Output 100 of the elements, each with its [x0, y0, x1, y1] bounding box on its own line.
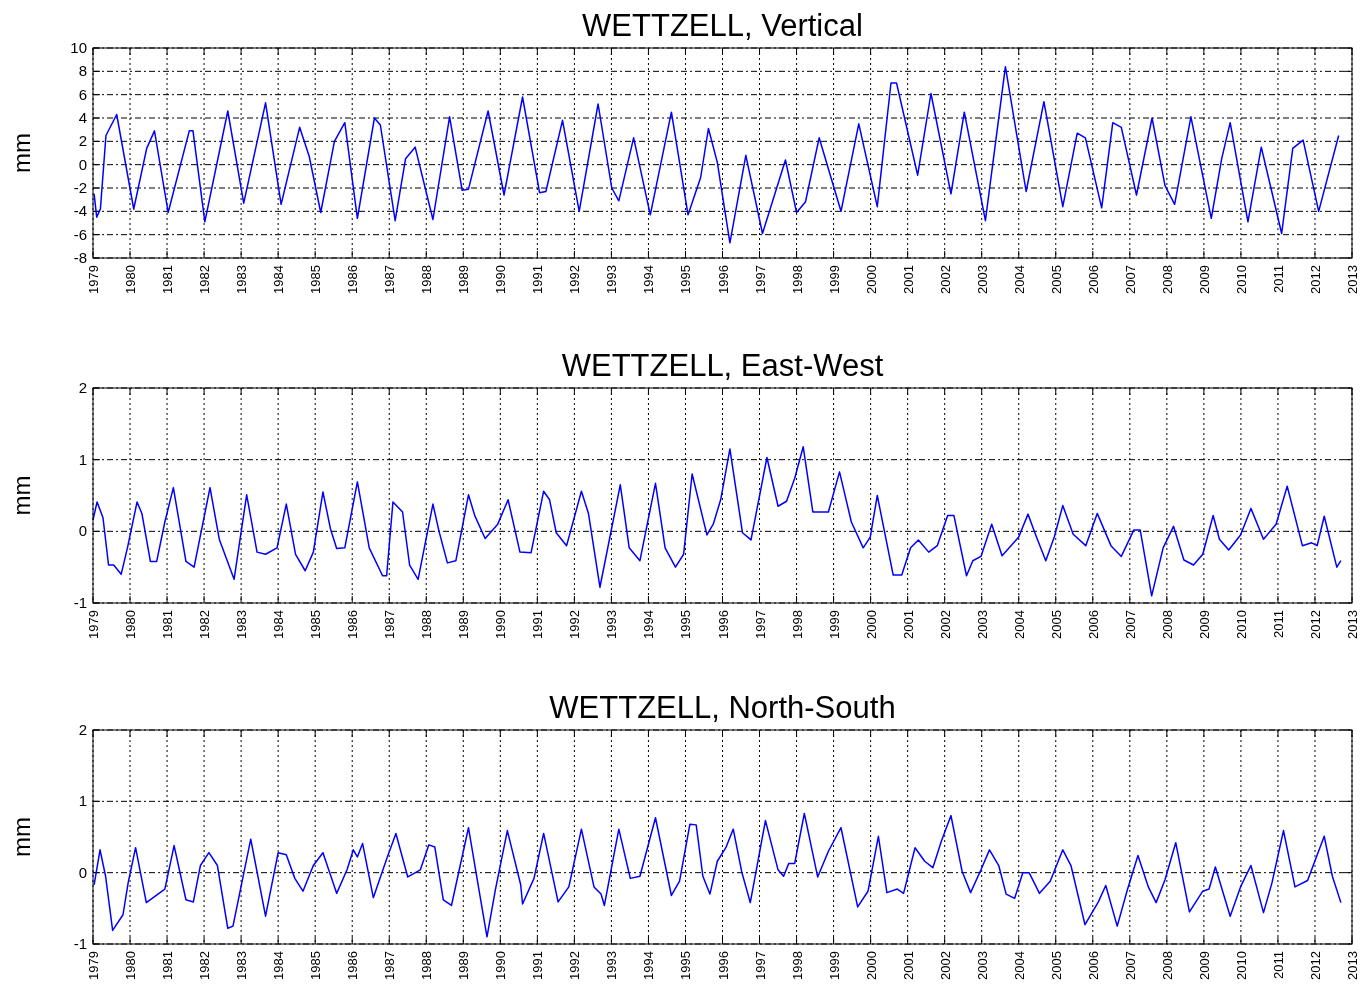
x-tick-label: 1997	[752, 951, 768, 980]
x-tick-label: 1990	[493, 951, 509, 980]
x-tick-label: 2011	[1270, 265, 1286, 293]
x-tick-label: 1984	[271, 265, 287, 294]
x-tick-label: 1993	[604, 610, 620, 639]
x-tick-label: 1996	[715, 951, 731, 980]
x-tick-label: 2002	[937, 610, 953, 639]
x-tick-label: 1995	[678, 610, 694, 639]
x-tick-label: 1981	[160, 265, 176, 294]
chart-title: WETTZELL, Vertical	[582, 8, 863, 43]
x-tick-label: 1999	[826, 610, 842, 639]
x-tick-label: 1986	[345, 610, 361, 639]
x-tick-label: 2004	[1011, 265, 1027, 294]
x-tick-label: 1982	[197, 265, 213, 294]
x-tick-label: 1996	[715, 265, 731, 294]
x-tick-label: 1988	[419, 265, 435, 294]
y-tick-label: -1	[73, 594, 87, 611]
x-tick-label: 2007	[1122, 265, 1138, 294]
x-tick-label: 2000	[863, 265, 879, 294]
x-tick-label: 1991	[530, 610, 546, 639]
x-tick-label: 1993	[604, 265, 620, 294]
x-tick-label: 1984	[271, 610, 287, 639]
x-tick-label: 1985	[308, 265, 324, 294]
x-tick-label: 1992	[567, 610, 583, 639]
x-tick-label: 1983	[234, 951, 250, 980]
y-tick-label: 4	[78, 109, 87, 126]
x-tick-label: 1987	[382, 951, 398, 980]
chart-title: WETTZELL, North-South	[549, 690, 896, 725]
x-tick-label: 1983	[234, 610, 250, 639]
x-tick-label: 1995	[678, 265, 694, 294]
x-tick-label: 1979	[86, 951, 101, 980]
x-tick-label: 2000	[863, 951, 879, 980]
y-tick-label: 2	[78, 379, 87, 396]
x-tick-label: 1982	[197, 610, 213, 639]
x-tick-label: 1995	[678, 951, 694, 980]
y-tick-label: -6	[73, 225, 87, 243]
x-tick-label: 1993	[604, 951, 620, 980]
x-tick-label: 1987	[382, 265, 398, 294]
x-tick-label: 1996	[715, 610, 731, 639]
y-tick-label: 2	[78, 721, 87, 738]
x-tick-label: 1985	[308, 951, 324, 980]
x-tick-label: 2005	[1048, 265, 1064, 294]
y-axis-title: mm	[8, 133, 35, 173]
x-tick-label: 2013	[1345, 265, 1360, 294]
y-tick-label: 2	[78, 132, 87, 150]
x-tick-label: 1988	[419, 951, 435, 980]
x-tick-label: 2006	[1085, 951, 1101, 980]
x-tick-label: 1985	[308, 610, 324, 639]
y-tick-label: -2	[73, 179, 87, 196]
x-tick-label: 2009	[1196, 951, 1212, 980]
x-tick-label: 2003	[974, 951, 990, 980]
x-tick-label: 1981	[160, 610, 176, 639]
x-tick-label: 2013	[1345, 610, 1360, 639]
x-tick-label: 2010	[1233, 610, 1249, 639]
x-tick-label: 2009	[1196, 610, 1212, 639]
y-tick-label: 0	[78, 522, 87, 540]
line-series	[92, 446, 1342, 597]
x-tick-label: 2004	[1011, 610, 1027, 639]
x-tick-label: 1986	[345, 265, 361, 294]
x-tick-label: 1981	[160, 951, 176, 980]
x-tick-label: 2001	[900, 265, 916, 294]
x-tick-label: 1983	[234, 265, 250, 294]
x-tick-label: 2008	[1159, 265, 1175, 294]
y-tick-label: 8	[78, 62, 87, 80]
x-tick-label: 2011	[1270, 610, 1286, 638]
y-tick-label: -4	[73, 202, 87, 220]
y-tick-label: -1	[73, 935, 87, 952]
x-tick-label: 2005	[1048, 951, 1064, 980]
x-tick-label: 2010	[1233, 951, 1249, 980]
x-tick-label: 1980	[123, 265, 139, 294]
x-tick-label: 1994	[641, 951, 657, 980]
x-tick-label: 2008	[1159, 951, 1175, 980]
x-tick-label: 1991	[530, 951, 546, 980]
x-tick-label: 1988	[419, 610, 435, 639]
x-tick-label: 1997	[752, 610, 768, 639]
x-tick-label: 2002	[937, 265, 953, 294]
x-tick-label: 2010	[1233, 265, 1249, 294]
x-tick-label: 2007	[1122, 610, 1138, 639]
x-tick-label: 1986	[345, 951, 361, 980]
x-tick-label: 2011	[1270, 951, 1286, 979]
x-tick-label: 2005	[1048, 610, 1064, 639]
x-tick-label: 1980	[123, 951, 139, 980]
x-tick-label: 1989	[456, 951, 472, 980]
x-tick-label: 1989	[456, 610, 472, 639]
x-tick-label: 1999	[826, 951, 842, 980]
line-series	[93, 65, 1340, 244]
x-tick-label: 1982	[197, 951, 213, 980]
x-tick-label: 1994	[641, 610, 657, 639]
chart-title: WETTZELL, East-West	[561, 348, 884, 383]
x-tick-label: 1999	[826, 265, 842, 294]
x-tick-label: 1989	[456, 265, 472, 294]
x-tick-label: 1990	[493, 265, 509, 294]
line-series	[93, 812, 1342, 938]
y-tick-label: 10	[70, 39, 87, 56]
x-tick-label: 1979	[86, 265, 101, 294]
y-tick-label: -8	[73, 249, 87, 266]
y-tick-label: 0	[78, 155, 87, 173]
x-tick-label: 2004	[1011, 951, 1027, 980]
x-tick-label: 1980	[123, 610, 139, 639]
x-tick-label: 2013	[1345, 951, 1360, 980]
